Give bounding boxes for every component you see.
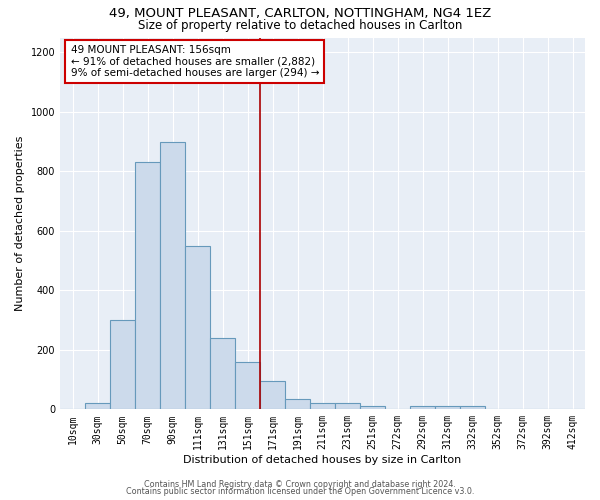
Bar (360, 406, 385, 410)
Bar (135, 162, 160, 410)
Bar (460, 406, 485, 410)
Bar (310, 404, 335, 409)
Bar (110, 320, 135, 410)
Y-axis label: Number of detached properties: Number of detached properties (15, 136, 25, 311)
Bar (435, 406, 460, 410)
Bar (235, 362, 260, 410)
Text: Size of property relative to detached houses in Carlton: Size of property relative to detached ho… (138, 19, 462, 32)
Bar (410, 406, 435, 410)
Bar (160, 142, 185, 410)
Bar (185, 246, 210, 410)
Bar (210, 338, 235, 409)
Bar (335, 404, 360, 409)
Text: 49 MOUNT PLEASANT: 156sqm
← 91% of detached houses are smaller (2,882)
9% of sem: 49 MOUNT PLEASANT: 156sqm ← 91% of detac… (71, 45, 319, 78)
Bar (260, 381, 285, 410)
Text: Contains HM Land Registry data © Crown copyright and database right 2024.: Contains HM Land Registry data © Crown c… (144, 480, 456, 489)
Text: 49, MOUNT PLEASANT, CARLTON, NOTTINGHAM, NG4 1EZ: 49, MOUNT PLEASANT, CARLTON, NOTTINGHAM,… (109, 8, 491, 20)
Text: Contains public sector information licensed under the Open Government Licence v3: Contains public sector information licen… (126, 487, 474, 496)
X-axis label: Distribution of detached houses by size in Carlton: Distribution of detached houses by size … (184, 455, 461, 465)
Bar (285, 399, 310, 409)
Bar (85, 404, 110, 409)
